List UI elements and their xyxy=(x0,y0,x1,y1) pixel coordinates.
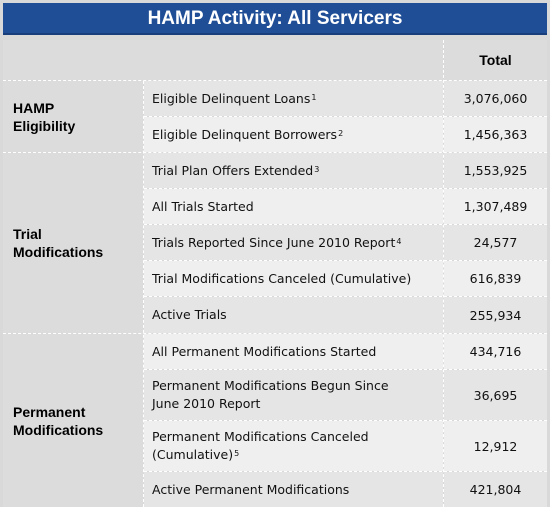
metric-value: 434,716 xyxy=(469,344,522,359)
row-divider xyxy=(144,224,547,225)
table-row-value: 255,934 xyxy=(444,297,547,333)
row-divider xyxy=(144,260,547,261)
metric-label: Eligible Delinquent Loans xyxy=(152,90,311,106)
table-row-value: 1,456,363 xyxy=(444,117,547,152)
column-divider xyxy=(443,40,444,507)
metric-label: Permanent Modifications Canceled (Cumula… xyxy=(152,429,369,462)
footnote-marker: 5 xyxy=(234,449,240,458)
row-divider xyxy=(144,296,547,297)
table-row-metric: Eligible Delinquent Loans1 xyxy=(144,81,443,116)
metric-value: 36,695 xyxy=(473,387,518,403)
column-header-total: Total xyxy=(444,40,547,80)
group-label-line: Permanent xyxy=(13,403,86,420)
footnote-marker: 2 xyxy=(338,128,344,138)
table-row-metric: All Permanent Modifications Started xyxy=(144,334,443,369)
metric-value: 24,577 xyxy=(473,235,518,250)
metric-label: Active Permanent Modifications xyxy=(152,481,350,497)
metric-label: All Trials Started xyxy=(152,198,254,214)
table-row-value: 3,076,060 xyxy=(444,81,547,116)
group-label-line: Trial xyxy=(13,226,42,242)
metric-value: 1,307,489 xyxy=(463,199,528,214)
table-row-value: 24,577 xyxy=(444,225,547,260)
footnote-marker: 3 xyxy=(314,164,320,174)
table-row-metric: Trial Modifications Canceled (Cumulative… xyxy=(144,261,443,296)
table-row-value: 36,695 xyxy=(444,370,547,420)
metric-label: Active Trials xyxy=(152,307,227,322)
table-row-metric: Trial Plan Offers Extended3 xyxy=(144,153,443,188)
group-label-line: Eligibility xyxy=(13,117,76,134)
metric-value: 1,553,925 xyxy=(463,163,528,178)
column-divider xyxy=(143,81,144,507)
group-divider xyxy=(3,333,547,334)
table-row-metric: Permanent Modifications Begun Since June… xyxy=(144,370,443,420)
table-row-metric: Active Permanent Modifications xyxy=(144,472,443,507)
metric-value: 12,912 xyxy=(473,438,518,454)
table-title-text: HAMP Activity: All Servicers xyxy=(147,8,403,29)
header-blank-cell xyxy=(3,40,443,80)
table-row-metric: Eligible Delinquent Borrowers2 xyxy=(144,117,443,152)
table-row-metric: All Trials Started xyxy=(144,189,443,224)
group-label-line: Modifications xyxy=(13,244,104,260)
metric-label: Trials Reported Since June 2010 Report xyxy=(152,234,396,250)
metric-label: Trial Modifications Canceled (Cumulative… xyxy=(152,270,412,286)
column-header-total-text: Total xyxy=(479,52,512,68)
row-divider xyxy=(144,420,547,421)
row-divider xyxy=(144,188,547,189)
metric-value: 255,934 xyxy=(469,307,522,323)
row-divider xyxy=(144,116,547,117)
metric-value: 616,839 xyxy=(469,271,522,286)
metric-value: 1,456,363 xyxy=(463,127,528,142)
group-label-trial-modifications: Trial Modifications xyxy=(3,153,143,333)
table-row-metric: Active Trials xyxy=(144,297,443,333)
row-divider xyxy=(144,369,547,370)
table-row-value: 1,553,925 xyxy=(444,153,547,188)
table-row-value: 434,716 xyxy=(444,334,547,369)
group-label-permanent-modifications: Permanent Modifications xyxy=(3,334,143,507)
row-divider xyxy=(3,80,547,81)
metric-value: 421,804 xyxy=(469,482,522,497)
metric-value: 3,076,060 xyxy=(463,91,528,106)
table-row-metric: Permanent Modifications Canceled (Cumula… xyxy=(144,421,443,471)
table-row-value: 616,839 xyxy=(444,261,547,296)
table-row-metric: Trials Reported Since June 2010 Report4 xyxy=(144,225,443,260)
metric-label: All Permanent Modifications Started xyxy=(152,343,377,359)
table-row-value: 12,912 xyxy=(444,421,547,471)
group-label-line: Modifications xyxy=(13,421,104,438)
table-row-value: 421,804 xyxy=(444,472,547,507)
metric-label: Eligible Delinquent Borrowers xyxy=(152,126,338,142)
metric-label: Trial Plan Offers Extended xyxy=(152,162,314,178)
metric-label: Permanent Modifications Begun Since June… xyxy=(152,378,389,411)
group-label-line: HAMP xyxy=(13,99,55,116)
table-title: HAMP Activity: All Servicers xyxy=(3,3,547,35)
footnote-marker: 1 xyxy=(311,92,317,102)
group-label-hamp-eligibility: HAMP Eligibility xyxy=(3,81,143,152)
row-divider xyxy=(144,471,547,472)
table-row-value: 1,307,489 xyxy=(444,189,547,224)
group-divider xyxy=(3,152,547,153)
footnote-marker: 4 xyxy=(396,236,402,246)
